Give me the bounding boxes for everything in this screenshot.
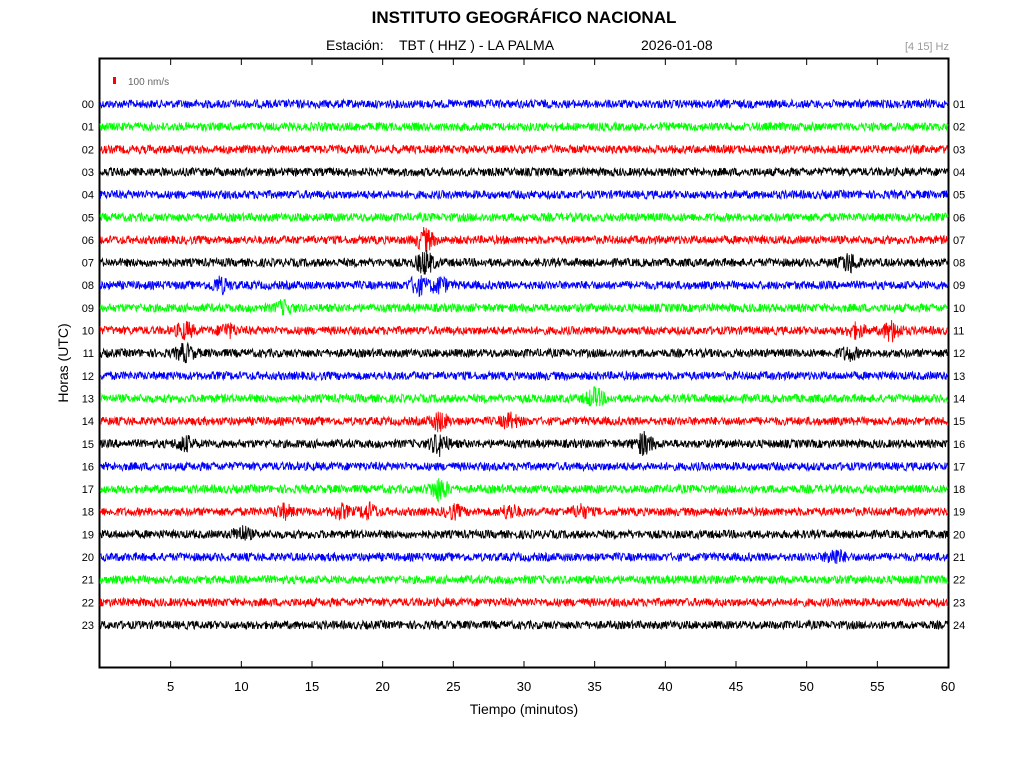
trace-hour-13	[100, 386, 949, 407]
right-hour-label: 06	[953, 212, 965, 224]
right-hour-label: 13	[953, 371, 965, 383]
x-axis-ticks: 5 10 15 20 25 30 35 40 45 50 55 60	[167, 59, 955, 694]
scale-bar	[113, 77, 116, 84]
right-hour-label: 15	[953, 416, 965, 428]
left-hour-label: 23	[82, 620, 94, 632]
left-hour-label: 21	[82, 575, 94, 587]
right-hour-label: 05	[953, 190, 965, 202]
left-hour-label: 19	[82, 529, 94, 541]
left-hour-label: 09	[82, 303, 94, 315]
left-hour-label: 14	[82, 416, 94, 428]
right-hour-label: 21	[953, 552, 965, 564]
x-tick-label: 35	[587, 679, 601, 694]
left-hour-label: 12	[82, 371, 94, 383]
trace-hour-17	[99, 478, 949, 503]
date-label: 2026-01-08	[641, 37, 713, 53]
trace-hour-16	[99, 460, 949, 473]
trace-hour-08	[99, 275, 949, 298]
trace-hour-00	[99, 98, 949, 110]
trace-hour-12	[99, 369, 949, 382]
trace-hour-07	[99, 249, 949, 275]
left-hour-label: 13	[82, 393, 94, 405]
trace-hour-06	[99, 226, 949, 252]
row-labels: 00 01 02 03 04 05 06 07 08 09 10 11 12 13 14 15 16 17 18 19…	[82, 99, 966, 632]
trace-hour-19	[99, 525, 949, 541]
left-hour-label: 03	[82, 167, 94, 179]
trace-hour-09	[99, 298, 949, 316]
left-hour-label: 17	[82, 484, 94, 496]
right-hour-label: 22	[953, 575, 965, 587]
trace-hour-10	[99, 319, 949, 343]
left-hour-label: 15	[82, 439, 94, 451]
left-hour-label: 02	[82, 144, 94, 156]
left-hour-label: 01	[82, 122, 94, 134]
trace-hour-21	[99, 573, 949, 586]
right-hour-label: 12	[953, 348, 965, 360]
x-axis-label: Tiempo (minutos)	[470, 701, 578, 717]
frequency-band: [4 15] Hz	[904, 41, 949, 53]
left-hour-label: 10	[82, 326, 94, 338]
trace-hour-03	[99, 166, 949, 178]
right-hour-label: 24	[953, 620, 965, 632]
x-tick-label: 25	[446, 679, 460, 694]
trace-hour-14	[99, 411, 949, 433]
left-hour-label: 00	[82, 99, 94, 111]
station-prefix: Estación:	[326, 37, 384, 53]
x-tick-label: 5	[167, 679, 174, 694]
right-hour-label: 14	[953, 393, 965, 405]
right-hour-label: 16	[953, 439, 965, 451]
chart-title: INSTITUTO GEOGRÁFICO NACIONAL	[371, 8, 677, 27]
right-hour-label: 07	[953, 235, 965, 247]
trace-hour-18	[99, 501, 949, 521]
x-tick-label: 45	[729, 679, 743, 694]
x-tick-label: 60	[941, 679, 955, 694]
right-hour-label: 03	[953, 144, 965, 156]
right-hour-label: 08	[953, 258, 965, 270]
right-hour-label: 09	[953, 280, 965, 292]
trace-hour-11	[99, 341, 949, 364]
right-hour-label: 11	[953, 326, 964, 338]
right-hour-label: 01	[953, 99, 965, 111]
right-hour-label: 23	[953, 597, 965, 609]
plot-frame	[98, 57, 950, 669]
x-tick-label: 40	[658, 679, 672, 694]
trace-hour-15	[99, 430, 949, 458]
left-hour-label: 05	[82, 212, 94, 224]
trace-hour-01	[99, 121, 949, 133]
x-tick-label: 10	[234, 679, 248, 694]
x-tick-label: 50	[799, 679, 813, 694]
trace-hour-22	[99, 596, 949, 609]
x-tick-label: 55	[870, 679, 884, 694]
left-hour-label: 22	[82, 597, 94, 609]
right-hour-label: 10	[953, 303, 965, 315]
y-axis-label: Horas (UTC)	[55, 323, 71, 402]
left-hour-label: 04	[82, 190, 94, 202]
trace-hour-05	[99, 211, 949, 223]
scale-label: 100 nm/s	[128, 77, 169, 88]
trace-hour-20	[99, 548, 949, 564]
x-tick-label: 15	[305, 679, 319, 694]
left-hour-label: 06	[82, 235, 94, 247]
left-hour-label: 08	[82, 280, 94, 292]
left-hour-label: 16	[82, 461, 94, 473]
right-hour-label: 18	[953, 484, 965, 496]
trace-hour-02	[100, 143, 949, 156]
right-hour-label: 17	[953, 461, 965, 473]
right-hour-label: 02	[953, 122, 965, 134]
x-tick-label: 20	[375, 679, 389, 694]
left-hour-label: 07	[82, 258, 94, 270]
left-hour-label: 18	[82, 507, 94, 519]
trace-group	[99, 98, 949, 631]
x-tick-label: 30	[517, 679, 531, 694]
station-name: TBT ( HHZ ) - LA PALMA	[399, 37, 555, 53]
trace-hour-23	[99, 619, 949, 631]
right-hour-label: 04	[953, 167, 965, 179]
right-hour-label: 20	[953, 529, 965, 541]
trace-hour-04	[99, 188, 949, 201]
right-hour-label: 19	[953, 507, 965, 519]
left-hour-label: 20	[82, 552, 94, 564]
left-hour-label: 11	[83, 348, 94, 360]
